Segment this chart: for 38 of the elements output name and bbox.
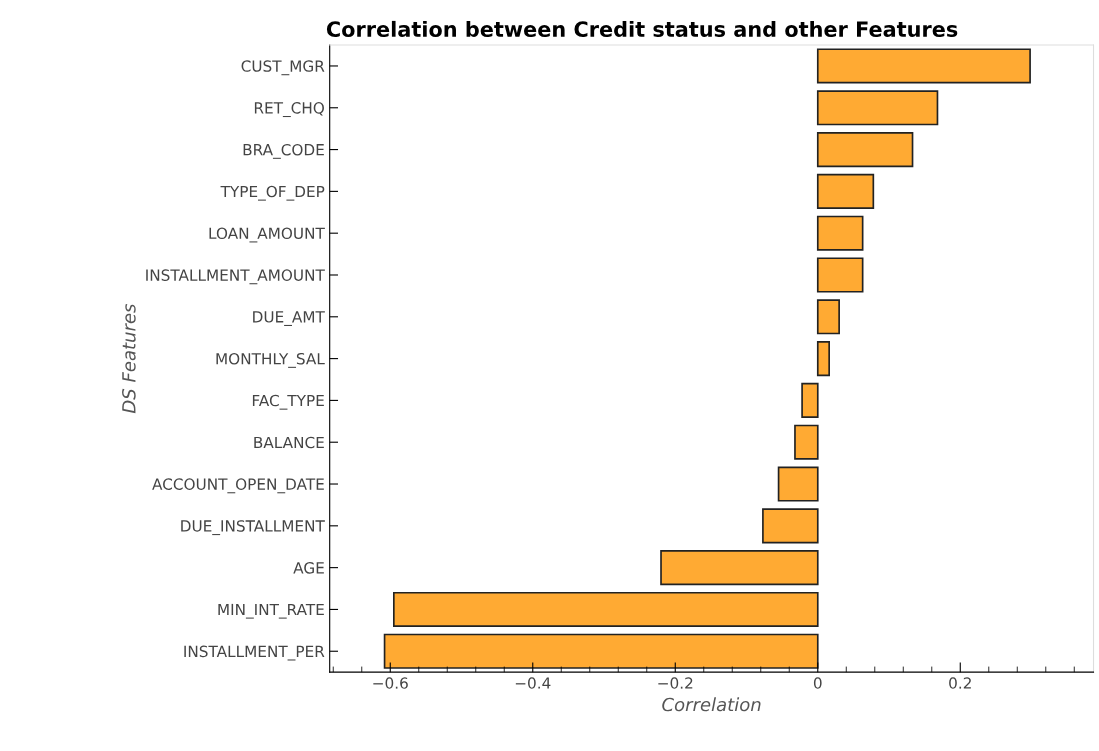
bar: [816, 341, 831, 377]
y-tick-label: MONTHLY_SAL: [216, 352, 325, 368]
x-tick-label: 0.2: [949, 677, 971, 689]
bar: [816, 215, 864, 251]
bar: [801, 382, 819, 418]
x-tick-label: −0.4: [515, 677, 551, 689]
y-tick-label: BALANCE: [254, 436, 324, 449]
y-tick-label: AGE: [293, 562, 324, 574]
y-tick-label: TYPE_OF_DEP: [220, 185, 325, 201]
y-tick-label: DUE_AMT: [253, 311, 325, 326]
bar: [777, 466, 819, 502]
bar: [762, 508, 819, 544]
x-tick-label: 0: [813, 677, 822, 689]
bar: [392, 591, 819, 627]
x-axis-title: Correlation: [662, 697, 761, 712]
y-tick-label: CUST_MGR: [241, 60, 325, 76]
bar: [816, 48, 1031, 84]
y-tick-label: FAC_TYPE: [252, 394, 324, 410]
chart-title: Correlation between Credit status and other Features: [326, 20, 958, 38]
y-tick-label: ACCOUNT_OPEN_DATE: [152, 478, 324, 494]
x-tick-label: −0.6: [373, 677, 408, 689]
y-tick-label: INSTALLMENT_AMOUNT: [146, 269, 325, 285]
y-axis-title: DS Features: [122, 303, 136, 414]
y-tick-label: RET_CHQ: [254, 102, 324, 118]
bar: [816, 132, 914, 168]
y-tick-label: BRA_CODE: [243, 143, 324, 159]
y-tick-label: LOAN_AMOUNT: [209, 227, 325, 243]
y-tick-label: DUE_INSTALLMENT: [181, 520, 325, 536]
bar: [816, 173, 875, 209]
y-tick-label: INSTALLMENT_PER: [184, 645, 325, 661]
bar: [816, 299, 840, 335]
x-tick-label: −0.2: [658, 677, 693, 689]
bar: [383, 633, 819, 669]
bar: [660, 550, 819, 586]
y-tick-label: MIN_INT_RATE: [218, 603, 324, 619]
bar: [816, 90, 939, 126]
bar: [816, 257, 864, 293]
bar: [794, 424, 819, 460]
